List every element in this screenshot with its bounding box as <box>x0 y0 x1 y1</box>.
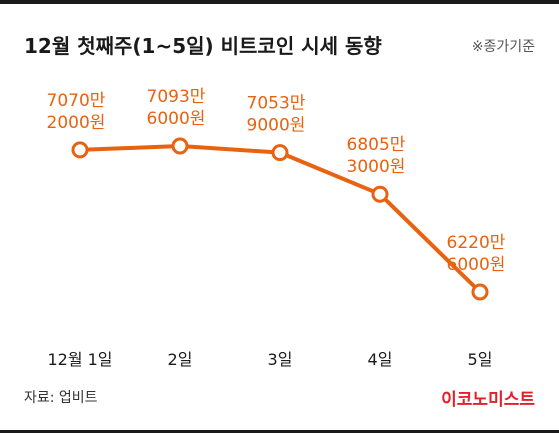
data-label-line: 2000원 <box>47 113 106 133</box>
data-label: 6805만 3000원 <box>347 135 406 177</box>
data-label-line: 6220만 <box>447 233 506 253</box>
data-label: 6220만 6000원 <box>447 233 506 275</box>
source-label: 자료: 업비트 <box>24 390 98 406</box>
data-point <box>271 144 289 162</box>
data-label-line: 7053만 <box>247 94 306 114</box>
x-tick-label: 4일 <box>368 350 393 369</box>
closing-price-note: ※종가기준 <box>471 39 535 55</box>
data-point <box>371 185 389 203</box>
x-tick-label: 12월 1일 <box>47 350 112 369</box>
data-point <box>171 137 189 155</box>
top-rule <box>0 0 559 4</box>
bottom-rule <box>0 430 559 433</box>
series-line <box>79 144 482 294</box>
data-label-line: 7093만 <box>147 87 206 107</box>
data-point <box>471 283 489 301</box>
data-point <box>71 141 89 159</box>
data-label-line: 7070만 <box>47 91 106 111</box>
data-label: 7070만 2000원 <box>47 91 106 133</box>
chart-title: 12월 첫째주(1~5일) 비트코인 시세 동향 <box>24 34 382 58</box>
x-tick-label: 5일 <box>468 350 493 369</box>
data-label-line: 9000원 <box>247 116 306 136</box>
data-label-line: 6000원 <box>447 255 506 275</box>
x-tick-label: 3일 <box>268 350 293 369</box>
data-label-line: 6000원 <box>147 109 206 129</box>
data-label-line: 6805만 <box>347 135 406 155</box>
data-label: 7053만 9000원 <box>247 94 306 136</box>
data-label: 7093만 6000원 <box>147 87 206 129</box>
x-tick-label: 2일 <box>168 350 193 369</box>
brand-logo: 이코노미스트 <box>441 390 535 410</box>
data-label-line: 3000원 <box>347 157 406 177</box>
